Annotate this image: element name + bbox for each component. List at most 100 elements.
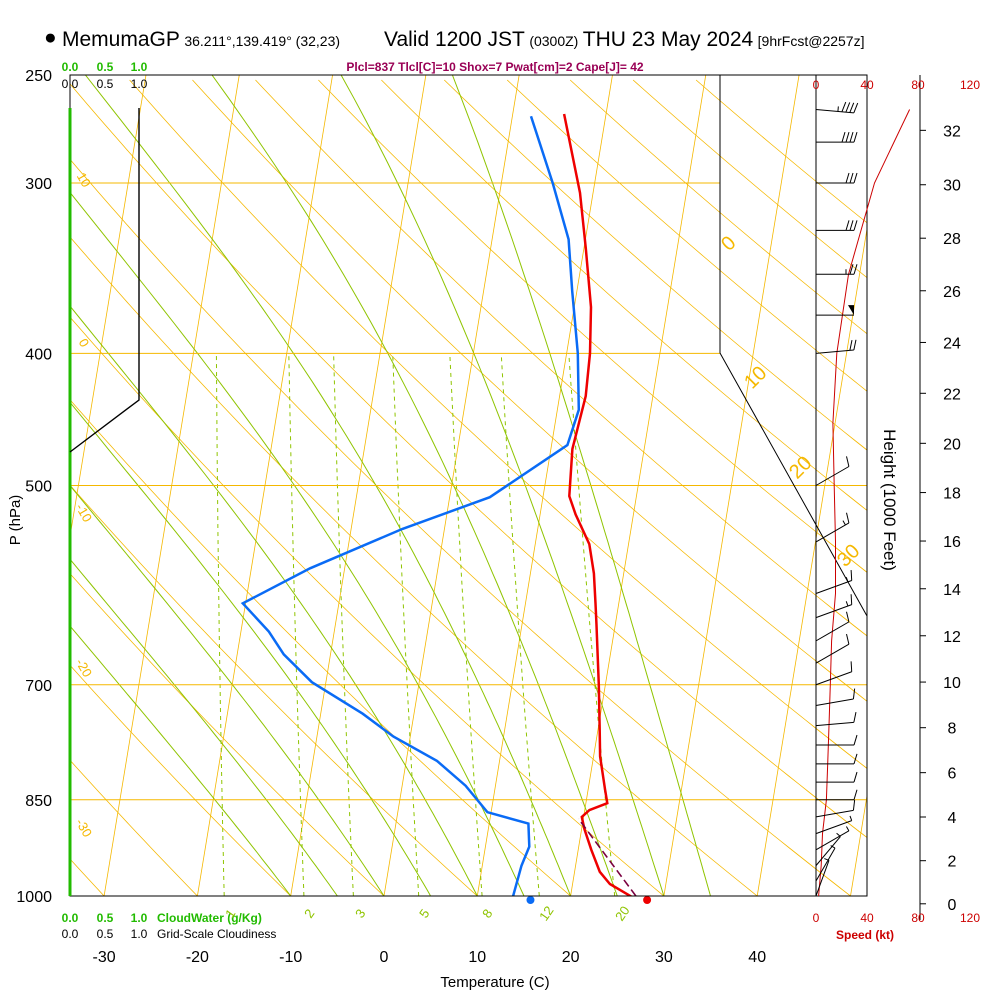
cloudiness-top-tick: 1.0	[131, 77, 148, 91]
p-tick-label: 300	[25, 176, 52, 193]
dry-adiabat-label: 0	[717, 232, 740, 255]
wind-barb-flag	[853, 220, 858, 231]
speed-top-tick: 80	[911, 78, 925, 92]
height-tick-label: 26	[943, 284, 961, 301]
profile-lines	[240, 113, 637, 896]
wind-barb-flag	[846, 633, 850, 645]
wind-barb-pennant	[848, 305, 854, 316]
cloudiness-bottom-tick: 1.0	[131, 927, 148, 941]
dry-adiabat	[70, 158, 851, 896]
height-tick-label: 18	[943, 486, 961, 503]
wind-barb-staff	[815, 836, 841, 866]
moist-adiabat	[70, 484, 385, 896]
x-axis-label: Temperature (C)	[440, 974, 549, 991]
header-valid: Valid 1200 JST (0300Z) THU 23 May 2024 […	[384, 28, 864, 52]
wind-barb-staff	[815, 671, 852, 686]
header-coords: 36.211°,139.419° (32,23)	[184, 33, 341, 49]
height-tick-label: 4	[948, 810, 957, 827]
wind-barb-flag	[849, 340, 853, 351]
mixing-ratio-line	[333, 353, 354, 896]
dry-adiabat	[695, 79, 867, 224]
dry-adiabat	[381, 79, 867, 511]
speed-bottom-tick: 40	[860, 911, 874, 925]
mixing-ratio-label: 20	[612, 903, 633, 923]
mixing-ratio-line	[449, 353, 483, 896]
temperature-line	[562, 113, 633, 896]
cloudiness-top-tick: 0.0	[62, 77, 79, 91]
wind-barb-half	[842, 520, 846, 526]
x-tick-label: -10	[279, 949, 302, 966]
height-tick-label: 14	[943, 582, 961, 599]
p-tick-label: 250	[25, 68, 52, 85]
wind-barb-flag	[853, 131, 858, 143]
wind-barb-half	[849, 815, 853, 821]
height-axis-label: Height (1000 Feet)	[880, 429, 899, 571]
x-tick-label: -30	[93, 949, 116, 966]
p-tick-label: 500	[25, 479, 52, 496]
wind-barb-staff	[815, 604, 852, 619]
p-tick-label: 400	[25, 346, 52, 363]
dry-adiabat	[70, 399, 571, 896]
mixing-ratio-line	[500, 353, 540, 896]
mixing-ratio-label: 12	[536, 903, 557, 923]
height-tick-label: 16	[943, 534, 961, 551]
valid-time: Valid 1200 JST	[384, 28, 525, 51]
wind-barb-flag	[845, 220, 850, 231]
dry-adiabat	[569, 79, 867, 335]
mixing-ratio-label: 8	[479, 906, 495, 921]
wind-barb-flag	[853, 771, 858, 783]
dry-adiabat	[129, 79, 867, 769]
mixing-ratio-line	[288, 353, 305, 896]
valid-date: THU 23 May 2024	[582, 28, 754, 51]
wind-barb-staff	[815, 847, 836, 882]
x-tick-label: 10	[468, 949, 486, 966]
surface-temperature-dot	[643, 896, 652, 904]
cloudiness-top-tick: 0.5	[97, 77, 114, 91]
wind-barb-half	[830, 845, 836, 849]
height-tick-label: 24	[943, 335, 961, 352]
wind-barb-flag	[849, 102, 855, 113]
moist-adiabat	[70, 625, 292, 896]
indices-text: Plcl=837 Tlcl[C]=10 Shox=7 Pwat[cm]=2 Ca…	[346, 60, 643, 74]
wind-barb-staff	[815, 860, 830, 897]
wind-barb-flag	[845, 172, 850, 184]
wind-barb-staff	[815, 820, 852, 835]
speed-bottom-tick: 0	[813, 911, 820, 925]
dry-adiabat	[70, 573, 385, 896]
cloudwater-bottom-tick: 0.5	[97, 911, 114, 925]
wind-barb-staff	[815, 830, 850, 851]
dry-adiabat	[70, 83, 867, 839]
wind-speed-line	[818, 109, 911, 897]
cloudwater-label: CloudWater (g/Kg)	[157, 911, 262, 925]
speed-bottom-tick: 120	[960, 911, 980, 925]
cloudwater-bottom-tick: 0.0	[62, 911, 79, 925]
header-title: MemumaGP 36.211°,139.419° (32,23)	[62, 28, 340, 52]
wind-barb-flag	[841, 131, 846, 143]
height-tick-label: 8	[948, 721, 957, 738]
moist-adiabat-label: 0	[76, 336, 93, 350]
dry-adiabat	[255, 79, 867, 637]
moist-adiabat-label: -30	[73, 816, 95, 840]
height-tick-label: 0	[948, 897, 957, 914]
cloudwater-top-tick: 1.0	[131, 60, 148, 74]
dry-adiabat	[632, 79, 867, 279]
wind-barb-flag	[845, 102, 851, 113]
model-name: MemumaGP	[62, 28, 180, 51]
wind-barb-flag	[853, 339, 857, 351]
height-tick-label: 10	[943, 675, 961, 692]
height-tick-label: 12	[943, 629, 961, 646]
wind-barb-flag	[850, 661, 853, 672]
dry-adiabat	[444, 79, 867, 451]
speed-label: Speed (kt)	[836, 928, 894, 942]
dry-adiabat	[70, 858, 105, 896]
forecast-info: [9hrFcst@2257z]	[757, 33, 865, 49]
wind-barb-flag	[849, 172, 854, 184]
dry-adiabat	[70, 236, 758, 896]
background-lines	[70, 75, 867, 896]
dry-adiabat	[70, 316, 665, 896]
header-dot: ●	[44, 26, 57, 49]
wind-barb-flag	[853, 789, 858, 800]
moist-adiabat	[211, 75, 618, 896]
wind-barb-flag	[850, 570, 853, 581]
height-tick-label: 2	[948, 854, 957, 871]
